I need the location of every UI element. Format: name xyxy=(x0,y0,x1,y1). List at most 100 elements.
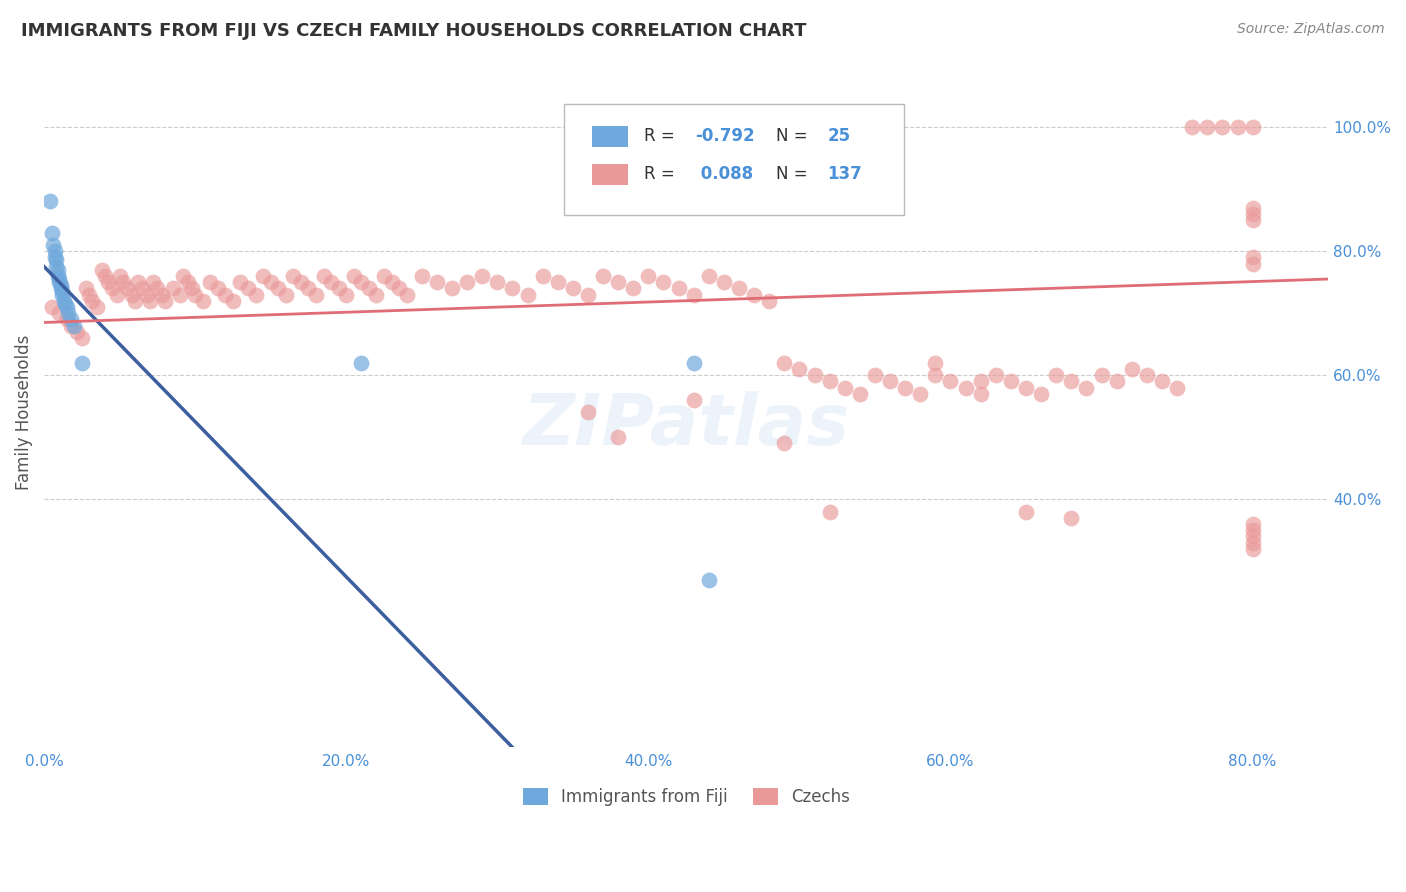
Point xyxy=(1150,375,1173,389)
Point xyxy=(51,285,73,299)
Point xyxy=(576,405,599,419)
Point xyxy=(252,268,274,283)
Point xyxy=(260,275,283,289)
Point xyxy=(63,318,86,333)
Text: Source: ZipAtlas.com: Source: ZipAtlas.com xyxy=(1237,22,1385,37)
Point xyxy=(1241,213,1264,227)
Point xyxy=(411,268,433,283)
Point xyxy=(101,281,124,295)
Point xyxy=(1226,120,1249,134)
Point xyxy=(1076,381,1098,395)
Point xyxy=(45,260,67,274)
Point xyxy=(222,293,245,308)
Point xyxy=(1121,362,1143,376)
Point xyxy=(486,275,509,289)
Text: N =: N = xyxy=(776,127,813,145)
Point xyxy=(388,281,411,295)
Point xyxy=(55,300,77,314)
Point xyxy=(728,281,751,295)
Point xyxy=(93,268,115,283)
Point xyxy=(1211,120,1233,134)
Point xyxy=(607,275,630,289)
Point xyxy=(51,287,73,301)
Point xyxy=(162,281,184,295)
Point xyxy=(267,281,290,295)
Point xyxy=(350,275,373,289)
Point xyxy=(245,287,267,301)
Point xyxy=(607,430,630,444)
Point xyxy=(803,368,825,383)
Point xyxy=(124,293,146,308)
Point xyxy=(773,356,796,370)
Point xyxy=(1241,541,1264,556)
Point xyxy=(169,287,191,301)
Point xyxy=(46,268,69,283)
Point xyxy=(90,262,112,277)
Point xyxy=(818,505,841,519)
Point xyxy=(1136,368,1159,383)
Point xyxy=(1197,120,1219,134)
Point xyxy=(135,287,157,301)
Point xyxy=(357,281,380,295)
FancyBboxPatch shape xyxy=(592,126,628,147)
Point xyxy=(312,268,335,283)
Point xyxy=(146,281,169,295)
Point xyxy=(713,275,735,289)
Point xyxy=(60,312,83,326)
Point xyxy=(229,275,252,289)
Point xyxy=(42,238,65,252)
Point xyxy=(127,275,149,289)
Point xyxy=(834,381,856,395)
Point xyxy=(366,287,388,301)
Point xyxy=(86,300,108,314)
Point xyxy=(79,287,101,301)
Point xyxy=(200,275,222,289)
Text: R =: R = xyxy=(644,165,679,183)
Point xyxy=(1241,529,1264,543)
Point xyxy=(108,268,131,283)
Text: ZIPatlas: ZIPatlas xyxy=(523,392,849,460)
Point xyxy=(939,375,962,389)
Point xyxy=(343,268,366,283)
Point xyxy=(395,287,418,301)
Point xyxy=(45,253,67,268)
Point xyxy=(66,325,89,339)
Point xyxy=(373,268,395,283)
Point xyxy=(440,281,463,295)
Point xyxy=(910,386,932,401)
Point xyxy=(879,375,901,389)
Point xyxy=(55,312,77,326)
Point xyxy=(58,306,80,320)
Point xyxy=(44,244,66,259)
Point xyxy=(697,573,720,587)
Point xyxy=(1000,375,1022,389)
Text: R =: R = xyxy=(644,127,679,145)
FancyBboxPatch shape xyxy=(564,104,904,215)
Point xyxy=(1241,207,1264,221)
Point xyxy=(1241,201,1264,215)
Point xyxy=(172,268,194,283)
Point xyxy=(236,281,259,295)
Point xyxy=(131,281,153,295)
Point xyxy=(1045,368,1067,383)
Point xyxy=(1029,386,1052,401)
Point xyxy=(75,281,97,295)
Point xyxy=(96,275,118,289)
Point xyxy=(668,281,690,295)
Legend: Immigrants from Fiji, Czechs: Immigrants from Fiji, Czechs xyxy=(516,781,856,813)
Point xyxy=(335,287,357,301)
Point xyxy=(380,275,402,289)
Point xyxy=(576,287,599,301)
Text: N =: N = xyxy=(776,165,813,183)
Point xyxy=(350,356,373,370)
Point xyxy=(328,281,350,295)
Point xyxy=(970,375,993,389)
Point xyxy=(176,275,198,289)
Point xyxy=(1105,375,1128,389)
Point xyxy=(773,436,796,450)
Point xyxy=(1060,511,1083,525)
Point xyxy=(121,287,143,301)
Point xyxy=(111,275,134,289)
Point xyxy=(970,386,993,401)
Point xyxy=(297,281,319,295)
